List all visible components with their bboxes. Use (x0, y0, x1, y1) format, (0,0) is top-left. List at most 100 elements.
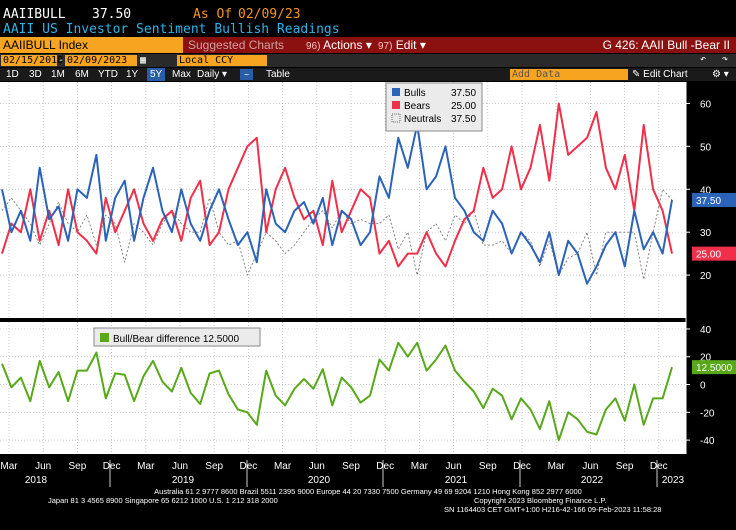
redo-icon[interactable]: ↷ (722, 54, 729, 65)
lower-ytick-label: 20 (700, 353, 712, 364)
x-tick-label: Dec (513, 461, 531, 472)
edit-chart-button[interactable]: ✎ Edit Chart (632, 69, 688, 80)
period-1m[interactable]: 1M (51, 69, 65, 80)
x-tick-label: Sep (69, 461, 87, 472)
bulls-line (1, 123, 673, 285)
lower-legend: Bull/Bear difference 12.5000 (93, 327, 261, 347)
calendar-icon[interactable]: ▦ (140, 55, 147, 66)
difference-last-tag: 12.5000 (696, 363, 733, 374)
add-data-field[interactable]: Add Data (510, 69, 628, 80)
ticker-symbol: AAIIBULL (3, 7, 66, 22)
x-tick-label: Dec (240, 461, 258, 472)
table-button[interactable]: Table (266, 69, 290, 80)
x-tick-label: Jun (446, 461, 462, 472)
lower-ytick-label: 0 (700, 381, 706, 392)
period-max[interactable]: Max (172, 69, 191, 80)
lower-ytick-label: 40 (700, 325, 712, 336)
x-tick-label: Sep (616, 461, 634, 472)
function-bar (0, 37, 736, 53)
footer-line1: Australia 61 2 9777 8600 Brazil 5511 239… (154, 487, 582, 496)
upper-legend-box (385, 82, 483, 132)
upper-legend: Bulls 37.50 Bears 25.00 Neutrals 37.50 (385, 82, 483, 132)
x-year-label: 2020 (308, 475, 331, 486)
graph-title: G 426: AAII Bull -Bear II (602, 38, 730, 52)
suggested-charts-button[interactable]: Suggested Charts (188, 38, 285, 52)
period-1y[interactable]: 1Y (126, 69, 139, 80)
x-year-label: 2019 (172, 475, 195, 486)
frequency-label: Daily (197, 69, 220, 80)
x-tick-label: Jun (309, 461, 325, 472)
bull-bear-difference-line (1, 341, 673, 442)
frequency-select[interactable]: Daily ▾ (197, 69, 228, 80)
legend-name-bulls: Bulls (404, 88, 426, 99)
x-tick-label: Jun (35, 461, 51, 472)
period-5y[interactable]: 5Y (147, 68, 166, 81)
chart-area: 2030405060-40-200204037.5025.0012.5000Bu… (0, 82, 736, 487)
currency-select[interactable]: Local CCY (177, 55, 267, 66)
period-ytd[interactable]: YTD (98, 69, 118, 80)
footer-stamp: SN 1164403 CET GMT+1:00 H216-42-166 09-F… (444, 505, 662, 514)
settings-icon[interactable]: ⚙ ▾ (712, 69, 729, 80)
chevron-down-icon: ▾ (419, 38, 426, 52)
x-year-label: 2021 (445, 475, 468, 486)
difference-last-tag-bg (692, 360, 736, 375)
x-tick-label: Mar (274, 461, 292, 472)
period-3d[interactable]: 3D (29, 69, 42, 80)
upper-ytick-label: 20 (700, 271, 712, 282)
panel-divider (0, 318, 736, 322)
upper-ytick-label: 50 (700, 142, 712, 153)
header-bar (0, 0, 736, 37)
x-year-label: 2018 (25, 475, 48, 486)
as-of-label: As Of (193, 7, 233, 22)
legend-value-neutrals: 37.50 (451, 114, 476, 125)
start-date-field[interactable]: 02/15/2018 (1, 55, 64, 66)
range-dash: - (58, 55, 65, 66)
line-chart-icon[interactable]: ~ (240, 69, 253, 80)
legend-name-difference: Bull/Bear difference 12.5000 (113, 334, 239, 345)
x-tick-label: Sep (479, 461, 497, 472)
footer: Australia 61 2 9777 8600 Brazil 5511 239… (0, 487, 736, 530)
x-year-label: 2023 (662, 475, 685, 486)
chevron-down-icon: ▾ (365, 38, 372, 52)
actions-number: 96) (306, 41, 321, 52)
footer-copyright: Copyright 2023 Bloomberg Finance L.P. (474, 496, 607, 505)
x-tick-label: Mar (137, 461, 155, 472)
x-year-label: 2022 (581, 475, 604, 486)
ticker-value: 37.50 (92, 7, 132, 22)
x-tick-label: Dec (376, 461, 394, 472)
undo-icon[interactable]: ↶ (700, 54, 707, 65)
footer-line2: Japan 81 3 4565 8900 Singapore 65 6212 1… (48, 496, 278, 505)
bears-last-tag-bg (692, 246, 736, 261)
actions-label: Actions (323, 38, 363, 52)
actions-menu[interactable]: 96) Actions ▾ (306, 37, 372, 53)
bears-last-tag: 25.00 (696, 250, 721, 261)
lower-legend-box (93, 327, 261, 347)
index-field[interactable]: AAIIBULL Index (0, 37, 183, 53)
bears-line (1, 102, 673, 268)
as-of-date[interactable]: 02/09/23 (238, 7, 301, 22)
legend-name-neutrals: Neutrals (404, 114, 441, 125)
x-tick-label: Sep (342, 461, 360, 472)
x-tick-label: Dec (103, 461, 121, 472)
bulls-last-tag: 37.50 (696, 196, 721, 207)
legend-swatch-bulls (392, 88, 400, 96)
x-tick-label: Mar (548, 461, 566, 472)
upper-ytick-label: 30 (700, 228, 712, 239)
lower-ytick-label: -20 (700, 408, 715, 419)
x-tick-label: Jun (172, 461, 188, 472)
upper-ytick-label: 60 (700, 99, 712, 110)
legend-swatch-bears (392, 101, 400, 109)
edit-menu[interactable]: 97) Edit ▾ (378, 37, 426, 53)
end-date-field[interactable]: 02/09/2023 (65, 55, 137, 66)
legend-value-bulls: 37.50 (451, 88, 476, 99)
upper-ytick-label: 40 (700, 185, 712, 196)
period-6m[interactable]: 6M (75, 69, 89, 80)
legend-value-bears: 25.00 (451, 101, 476, 112)
x-tick-label: Sep (205, 461, 223, 472)
edit-label: Edit (395, 38, 417, 52)
period-1d[interactable]: 1D (6, 69, 19, 80)
x-tick-label: Mar (411, 461, 429, 472)
x-tick-label: Jun (582, 461, 598, 472)
chart-subtitle: AAII US Investor Sentiment Bullish Readi… (3, 22, 340, 37)
lower-ytick-label: -40 (700, 436, 715, 447)
